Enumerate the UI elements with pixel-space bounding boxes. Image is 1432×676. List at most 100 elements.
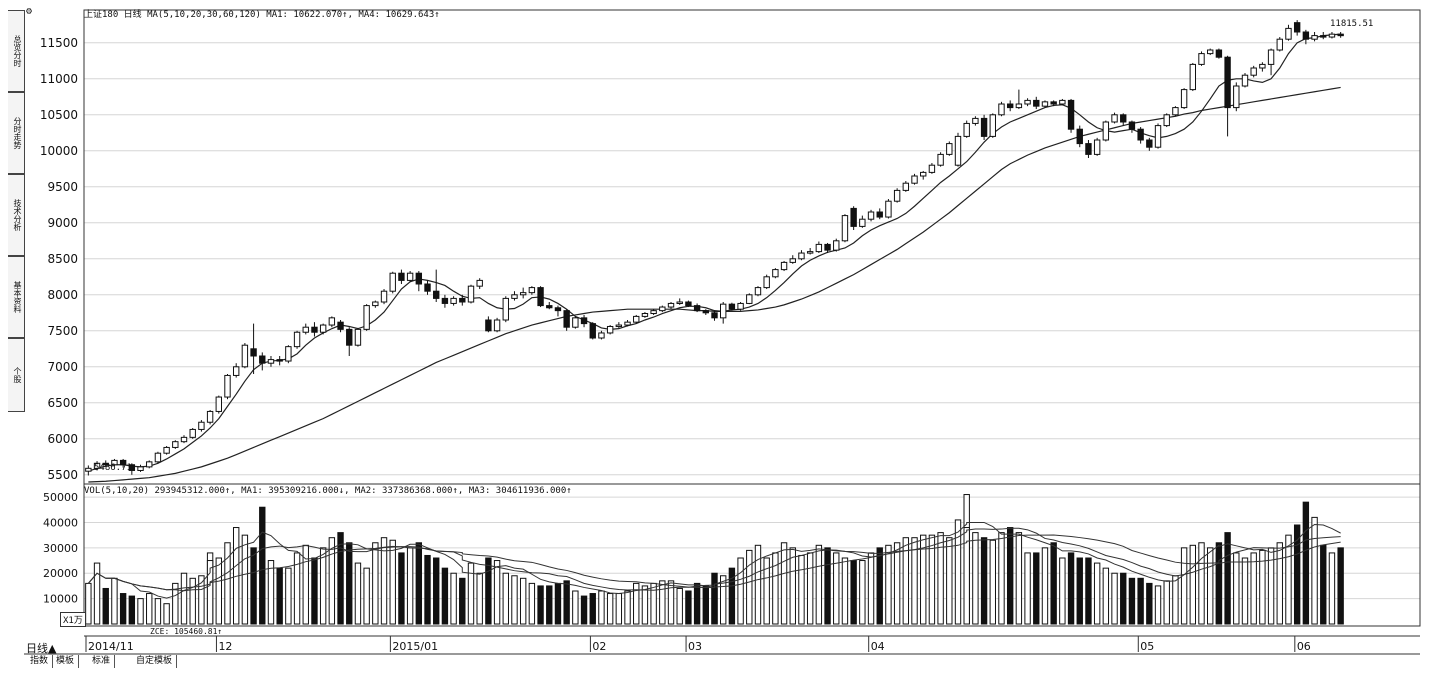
low-price-label: 5486.71: [94, 463, 132, 473]
volume-bar: [354, 562, 362, 625]
candle-body: [1259, 63, 1266, 69]
side-tab-technical[interactable]: 技术分析: [8, 174, 25, 256]
candle-body: [424, 283, 431, 292]
price-tick-label: 8500: [47, 252, 78, 266]
side-tab-stock[interactable]: 个股: [8, 338, 25, 412]
candle-body: [485, 319, 492, 332]
candle-body: [1067, 99, 1075, 130]
volume-bar: [111, 577, 118, 625]
volume-bar: [1154, 585, 1162, 625]
x-axis-label: 12: [218, 640, 232, 653]
volume-bar: [1041, 547, 1049, 625]
candle-body: [589, 323, 596, 339]
candle-body: [546, 305, 553, 309]
price-tick-label: 8000: [47, 288, 78, 302]
candle-body: [815, 243, 823, 253]
volume-bar: [659, 580, 666, 625]
volume-bar: [954, 519, 962, 625]
candle-body: [337, 321, 344, 330]
candle-body: [928, 164, 936, 173]
volume-bar: [789, 547, 796, 625]
volume-bar: [624, 590, 631, 625]
candle-body: [780, 261, 788, 271]
bottom-tab-custom-template[interactable]: 自定模板: [132, 655, 178, 668]
candle-body: [624, 321, 631, 326]
volume-bar: [876, 547, 883, 625]
price-tick-label: 7000: [47, 360, 78, 374]
volume-bar: [1137, 577, 1144, 625]
volume-bar: [346, 542, 353, 625]
candle-body: [1250, 67, 1257, 76]
volume-bar: [337, 532, 344, 625]
settings-icon[interactable]: ⚙: [26, 6, 33, 17]
volume-bar: [920, 534, 927, 625]
candle-body: [1198, 53, 1205, 65]
volume-ma-line: [87, 527, 1341, 592]
volume-bar: [1172, 575, 1179, 625]
volume-panel-header: VOL(5,10,20) 293945312.000↑, MA1: 395309…: [84, 486, 572, 496]
candle-body: [1015, 103, 1023, 109]
candle-body: [354, 328, 362, 346]
candle-body: [720, 303, 727, 319]
volume-bar: [1293, 524, 1301, 625]
candle-body: [693, 305, 701, 312]
volume-bar: [128, 595, 136, 625]
candle-body: [867, 211, 875, 220]
volume-bar: [363, 567, 370, 625]
candle-body: [1285, 27, 1292, 40]
volume-bar: [833, 552, 840, 625]
candle-body: [276, 359, 283, 362]
volume-bar: [859, 560, 866, 625]
x-axis-label: 2014/11: [88, 640, 134, 653]
candle-body: [250, 348, 257, 357]
candle-body: [328, 317, 336, 326]
candle-body: [493, 319, 501, 332]
candle-body: [998, 103, 1005, 116]
candle-body: [433, 290, 440, 299]
candle-body: [789, 258, 796, 263]
price-tick-label: 6500: [47, 396, 78, 410]
volume-bar: [1215, 552, 1223, 625]
candle-body: [1276, 38, 1283, 51]
volume-bar: [537, 585, 544, 625]
volume-tick-label: 20000: [43, 567, 78, 580]
chart-axes: 5500 6000 6500 7000 7500 8000 8500 9000 9500 1000…: [24, 9, 1421, 655]
volume-bar: [389, 539, 396, 625]
volume-bar: [763, 557, 770, 625]
bottom-tab-standard[interactable]: 标准: [88, 655, 116, 668]
period-selector[interactable]: 日线▲: [26, 642, 57, 655]
volume-bar: [241, 534, 249, 625]
volume-bar: [1059, 557, 1066, 625]
candle-body: [841, 215, 849, 242]
volume-tick-label: 50000: [43, 491, 78, 504]
candle-body: [128, 464, 136, 471]
volume-bar: [1024, 552, 1031, 625]
volume-bar: [1259, 549, 1266, 625]
volume-bar: [606, 593, 614, 625]
candle-body: [398, 272, 405, 281]
candle-body: [633, 315, 640, 323]
candle-body: [285, 346, 292, 362]
volume-bar: [1267, 547, 1275, 625]
volume-bar: [728, 567, 736, 625]
candle-body: [415, 272, 423, 285]
volume-bar: [93, 562, 101, 625]
candle-body: [554, 307, 562, 312]
bottom-tab-template[interactable]: 模板: [52, 655, 80, 668]
bottom-tab-index[interactable]: 指数: [26, 655, 54, 668]
volume-bar: [1320, 544, 1327, 625]
volume-bar: [972, 532, 979, 625]
price-tick-label: 11000: [40, 72, 78, 86]
candle-body: [746, 294, 753, 304]
candle-body: [450, 297, 457, 304]
volume-bar: [380, 537, 388, 625]
candle-body: [1128, 121, 1136, 130]
volume-bar: [702, 585, 709, 625]
side-tab-fundamentals[interactable]: 基本资料: [8, 256, 25, 338]
volume-bar: [754, 544, 762, 625]
side-tab-intraday[interactable]: 分时走势: [8, 92, 25, 174]
x-axis-label: 05: [1140, 640, 1154, 653]
side-tab-overview[interactable]: 总览分时: [8, 10, 25, 92]
candle-body: [1328, 33, 1336, 38]
candle-body: [1059, 99, 1066, 105]
